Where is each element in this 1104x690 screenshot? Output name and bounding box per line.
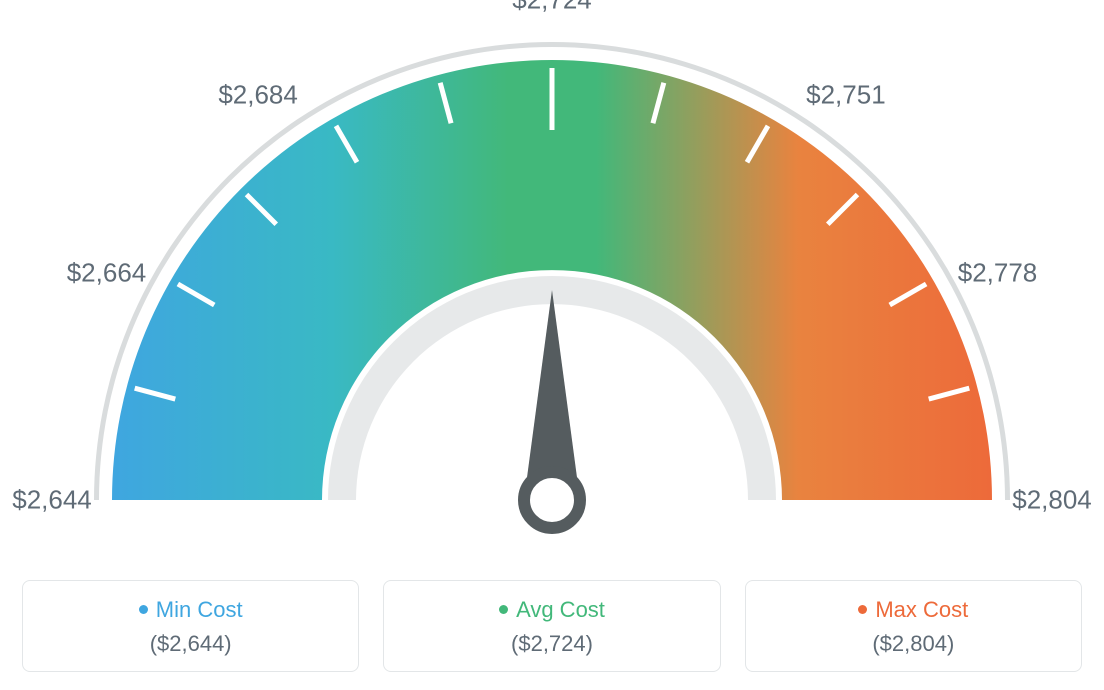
gauge-tick-label: $2,778 — [958, 258, 1038, 289]
gauge-tick-label: $2,751 — [806, 80, 886, 111]
gauge-tick-label: $2,724 — [512, 0, 592, 16]
chart-container: $2,644 $2,664 $2,684 $2,724 $2,751 $2,778 $2,8… — [0, 0, 1104, 690]
gauge-tick-label: $2,684 — [218, 80, 298, 111]
legend-label-min: Min Cost — [156, 597, 243, 622]
gauge-tick-label: $2,644 — [12, 485, 92, 516]
gauge-chart: $2,644 $2,664 $2,684 $2,724 $2,751 $2,778 $2,8… — [0, 0, 1104, 560]
legend-card-min: Min Cost ($2,644) — [22, 580, 359, 672]
legend-card-max: Max Cost ($2,804) — [745, 580, 1082, 672]
dot-icon — [858, 605, 867, 614]
legend-value-max: ($2,804) — [746, 631, 1081, 657]
dot-icon — [499, 605, 508, 614]
legend-row: Min Cost ($2,644) Avg Cost ($2,724) Max … — [0, 580, 1104, 672]
legend-card-avg: Avg Cost ($2,724) — [383, 580, 720, 672]
legend-title-min: Min Cost — [23, 597, 358, 623]
gauge-tick-label: $2,664 — [67, 258, 147, 289]
dot-icon — [139, 605, 148, 614]
gauge-tick-label: $2,804 — [1012, 485, 1092, 516]
gauge-svg — [0, 0, 1104, 560]
legend-label-max: Max Cost — [875, 597, 968, 622]
legend-title-max: Max Cost — [746, 597, 1081, 623]
legend-value-avg: ($2,724) — [384, 631, 719, 657]
legend-value-min: ($2,644) — [23, 631, 358, 657]
legend-title-avg: Avg Cost — [384, 597, 719, 623]
legend-label-avg: Avg Cost — [516, 597, 605, 622]
